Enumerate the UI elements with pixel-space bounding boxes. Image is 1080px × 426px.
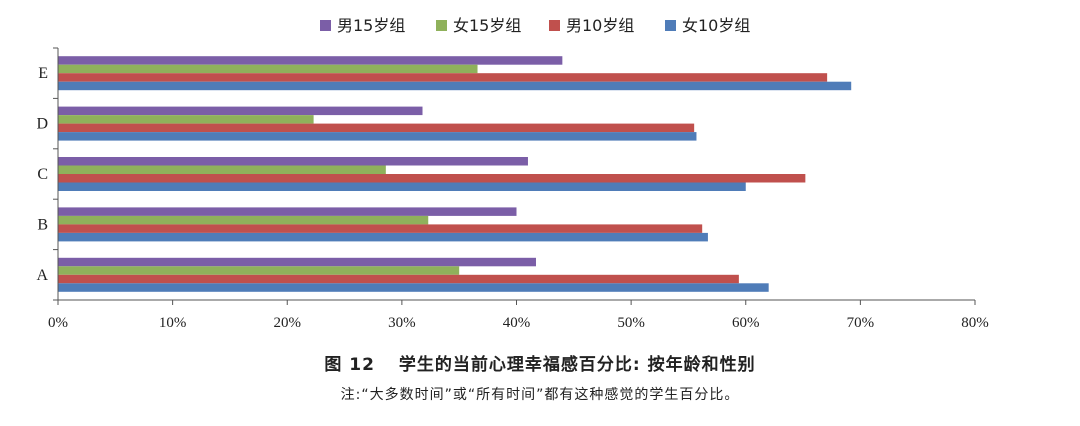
bar-D-series-3	[58, 123, 695, 133]
bar-B-series-2	[58, 215, 429, 225]
figure-caption: 图 12 学生的当前心理幸福感百分比: 按年龄和性别	[0, 350, 1080, 375]
figure-title: 学生的当前心理幸福感百分比: 按年龄和性别	[398, 355, 756, 375]
bar-E-series-3	[58, 73, 828, 82]
legend-swatch-1	[320, 20, 331, 31]
x-tick-label-4: 40%	[503, 315, 531, 331]
bars: A B C D E	[36, 56, 852, 292]
bar-C-series-2	[58, 165, 386, 174]
legend: 男15岁组 女15岁组 男10岁组 女10岁组	[320, 16, 750, 35]
bar-A-series-4	[58, 283, 769, 292]
legend-swatch-3	[549, 20, 560, 31]
legend-label-2: 女15岁组	[453, 16, 521, 35]
category-label-A: A	[36, 267, 48, 284]
x-tick-label-0: 0%	[48, 315, 68, 331]
bar-B-series-1	[58, 207, 517, 216]
x-tick-label-3: 30%	[388, 315, 416, 331]
category-label-D: D	[36, 116, 48, 133]
bar-A-series-1	[58, 257, 536, 267]
x-tick-label-8: 80%	[961, 315, 989, 331]
legend-label-1: 男15岁组	[337, 16, 405, 35]
figure-note: 注:“大多数时间”或“所有时间”都有这种感觉的学生百分比。	[340, 387, 740, 403]
bar-C-series-4	[58, 182, 746, 191]
bar-B-series-4	[58, 232, 708, 242]
x-tick-label-2: 20%	[274, 315, 302, 331]
x-tick-label-7: 70%	[847, 315, 875, 331]
category-label-C: C	[37, 166, 48, 183]
legend-label-3: 男10岁组	[566, 16, 634, 35]
legend-label-4: 女10岁组	[682, 16, 750, 35]
bar-chart: 男15岁组 女15岁组 男10岁组 女10岁组 A B C D E 0% 10% 20% 30% 40…	[36, 16, 989, 331]
bar-D-series-4	[58, 132, 697, 141]
bar-E-series-4	[58, 81, 852, 91]
figure-number: 图 12	[324, 355, 375, 375]
x-tick-label-5: 50%	[617, 315, 645, 331]
bar-E-series-2	[58, 64, 478, 74]
bar-E-series-1	[58, 56, 563, 65]
category-label-E: E	[38, 65, 48, 82]
bar-C-series-1	[58, 157, 528, 166]
category-label-B: B	[37, 216, 48, 233]
bar-D-series-1	[58, 106, 423, 116]
bar-C-series-3	[58, 174, 806, 183]
bar-B-series-3	[58, 224, 703, 233]
legend-swatch-4	[665, 20, 676, 31]
x-tick-label-6: 60%	[732, 315, 760, 331]
bar-A-series-3	[58, 274, 739, 284]
bar-D-series-2	[58, 115, 314, 124]
legend-swatch-2	[436, 20, 447, 31]
x-tick-label-1: 10%	[159, 315, 187, 331]
axes: 0% 10% 20% 30% 40% 50% 60% 70% 80%	[48, 47, 989, 331]
bar-A-series-2	[58, 266, 460, 275]
